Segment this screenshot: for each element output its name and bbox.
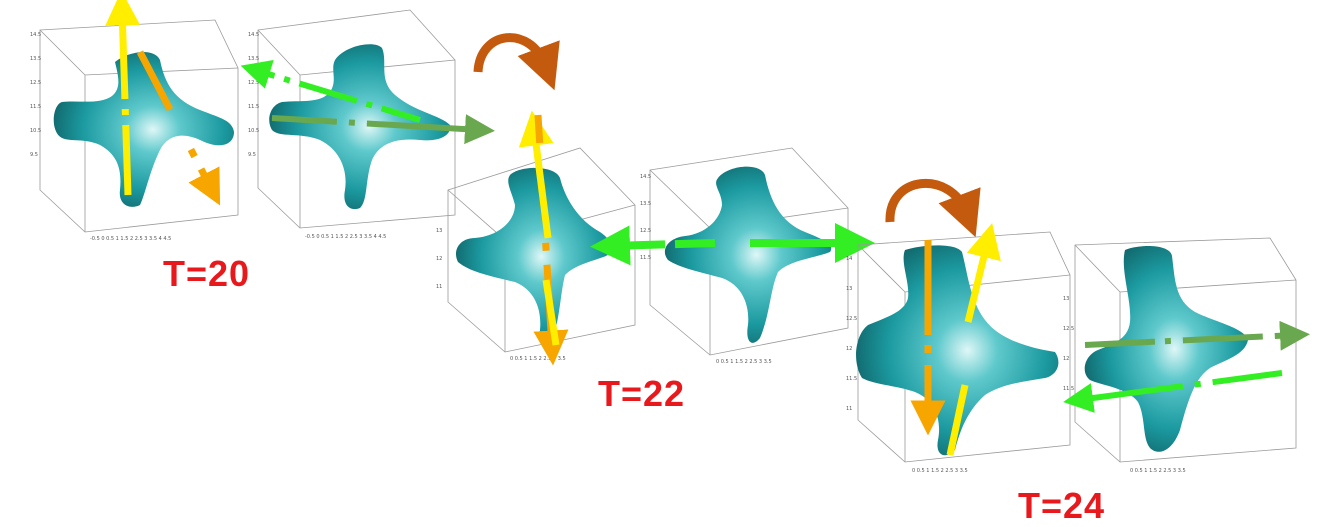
svg-text:11.5: 11.5 xyxy=(640,255,651,261)
svg-text:9.5: 9.5 xyxy=(30,152,38,158)
axis-ticks: 14.5 13.5 12.5 11.5 10.5 9.5 -0.5 0 0.5 … xyxy=(30,32,171,242)
svg-text:10.5: 10.5 xyxy=(30,128,41,134)
green-arrow xyxy=(240,59,421,123)
panel-t20-a: 14.5 13.5 12.5 11.5 10.5 9.5 -0.5 0 0.5 … xyxy=(30,0,239,242)
panel-t24-b: 13 12.5 12 11.5 0 0.5 1 1.5 2 2.5 3 3.5 xyxy=(1063,237,1310,474)
panel-t22-b: 14.5 13.5 12.5 11.5 0 0.5 1 1.5 2 2.5 3 … xyxy=(590,147,875,365)
svg-text:0 0.5 1 1.5 2 2.5 3 3.5: 0 0.5 1 1.5 2 2.5 3 3.5 xyxy=(912,468,968,474)
svg-text:12.5: 12.5 xyxy=(248,80,259,86)
svg-text:13.5: 13.5 xyxy=(248,56,259,62)
surface-mesh xyxy=(455,167,612,346)
yellow-arrow xyxy=(518,110,554,239)
yellow-lower-segment xyxy=(542,279,560,346)
svg-text:14.5: 14.5 xyxy=(30,32,41,38)
svg-text:11.5: 11.5 xyxy=(30,104,41,110)
svg-text:11.5: 11.5 xyxy=(1063,386,1074,392)
bounding-box xyxy=(39,19,239,233)
svg-text:12: 12 xyxy=(436,256,442,262)
svg-text:14: 14 xyxy=(846,256,852,262)
yellow-arrow xyxy=(964,222,1001,323)
yellow-arrow xyxy=(105,0,141,196)
svg-text:9.5: 9.5 xyxy=(248,152,256,158)
svg-text:11: 11 xyxy=(436,284,442,290)
rotation-arrow-t22 xyxy=(473,33,560,91)
svg-text:12.5: 12.5 xyxy=(640,228,651,234)
svg-text:-0.5 0 0.5 1 1.5 2 2.5 3 3.5 4: -0.5 0 0.5 1 1.5 2 2.5 3 3.5 4 4.5 xyxy=(90,236,171,242)
svg-text:13.5: 13.5 xyxy=(640,201,651,207)
svg-text:0 0.5 1 1.5 2 2.5 3 3.5: 0 0.5 1 1.5 2 2.5 3 3.5 xyxy=(510,356,566,362)
svg-text:13.5: 13.5 xyxy=(30,56,41,62)
svg-text:11.5: 11.5 xyxy=(248,104,259,110)
svg-text:12.5: 12.5 xyxy=(30,80,41,86)
svg-text:10.5: 10.5 xyxy=(248,128,259,134)
svg-text:-0.5 0 0.5 1 1.5 2 2.5 3 3.5 4: -0.5 0 0.5 1 1.5 2 2.5 3 3.5 4 4.5 xyxy=(305,234,386,240)
svg-text:0 0.5 1 1.5 2 2.5 3 3.5: 0 0.5 1 1.5 2 2.5 3 3.5 xyxy=(1130,468,1186,474)
svg-text:13: 13 xyxy=(436,228,442,234)
bounding-box xyxy=(257,9,456,229)
svg-text:13: 13 xyxy=(846,286,852,292)
surface-mesh xyxy=(664,166,832,343)
svg-text:12: 12 xyxy=(846,346,852,352)
green-arrow xyxy=(1063,370,1283,413)
green-arrow-left xyxy=(590,225,716,266)
panel-t20-b: 14.5 13.5 12.5 11.5 10.5 9.5 -0.5 0 0.5 … xyxy=(240,9,495,240)
surface-mesh xyxy=(53,51,234,207)
rotation-arrow-t24 xyxy=(885,178,981,238)
svg-text:14.5: 14.5 xyxy=(248,32,259,38)
surface-mesh xyxy=(856,245,1059,456)
panel-t24-a: 14 13 12.5 12 11.5 11 0 0.5 1 1.5 2 2.5 … xyxy=(846,222,1071,474)
svg-text:12.5: 12.5 xyxy=(846,316,857,322)
yellow-lower-segment xyxy=(946,384,969,456)
panel-t22-a: 13 12 11 0 0.5 1 1.5 2 2.5 3 3.5 xyxy=(436,110,636,366)
svg-text:12.5: 12.5 xyxy=(1063,326,1074,332)
time-label-t20: T=20 xyxy=(163,253,251,294)
svg-text:13: 13 xyxy=(1063,296,1069,302)
svg-text:14.5: 14.5 xyxy=(640,174,651,180)
olive-arrow xyxy=(271,114,495,145)
time-label-t22: T=22 xyxy=(598,373,686,414)
svg-text:11.5: 11.5 xyxy=(846,376,857,382)
axis-ticks: 14 13 12.5 12 11.5 11 0 0.5 1 1.5 2 2.5 … xyxy=(846,256,968,474)
orange-arrow xyxy=(136,50,221,206)
olive-arrow xyxy=(1084,320,1310,351)
surface-mesh xyxy=(269,44,451,210)
time-label-t24: T=24 xyxy=(1018,485,1106,526)
surface-mesh xyxy=(1084,246,1248,452)
svg-text:11: 11 xyxy=(846,406,852,412)
axis-ticks: 14.5 13.5 12.5 11.5 0 0.5 1 1.5 2 2.5 3 … xyxy=(640,174,772,365)
svg-text:12: 12 xyxy=(1063,356,1069,362)
svg-text:0 0.5 1 1.5 2 2.5 3 3.5: 0 0.5 1 1.5 2 2.5 3 3.5 xyxy=(716,359,772,365)
